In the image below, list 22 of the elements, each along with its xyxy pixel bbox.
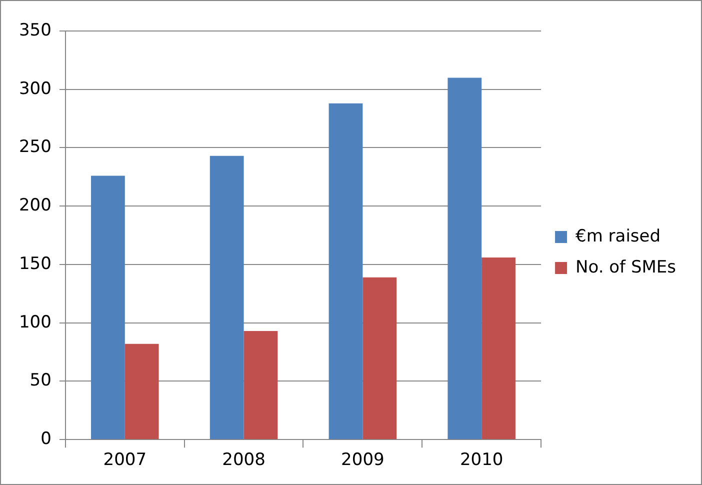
x-tick-label: 2010 <box>460 450 504 470</box>
y-tick-label: 200 <box>18 196 52 216</box>
y-tick-label: 300 <box>18 78 52 99</box>
y-tick-label: 100 <box>18 312 52 332</box>
x-tick-label: 2007 <box>103 450 147 470</box>
bar <box>328 103 363 440</box>
bar <box>91 176 125 440</box>
y-tick-label: 350 <box>18 20 52 40</box>
y-tick-label: 250 <box>18 137 52 158</box>
y-tick-label: 0 <box>40 429 52 450</box>
legend-label: No. of SMEs <box>576 257 676 278</box>
bar <box>362 277 397 440</box>
bar <box>210 156 244 440</box>
x-tick-label: 2009 <box>341 450 384 470</box>
bar <box>124 344 159 440</box>
x-tick-label: 2008 <box>222 450 266 470</box>
bar <box>244 331 278 440</box>
legend-label: €m raised <box>576 226 661 246</box>
y-tick-label: 150 <box>18 254 52 274</box>
bar <box>448 78 482 440</box>
bar <box>482 257 516 440</box>
y-tick-label: 50 <box>30 370 52 391</box>
